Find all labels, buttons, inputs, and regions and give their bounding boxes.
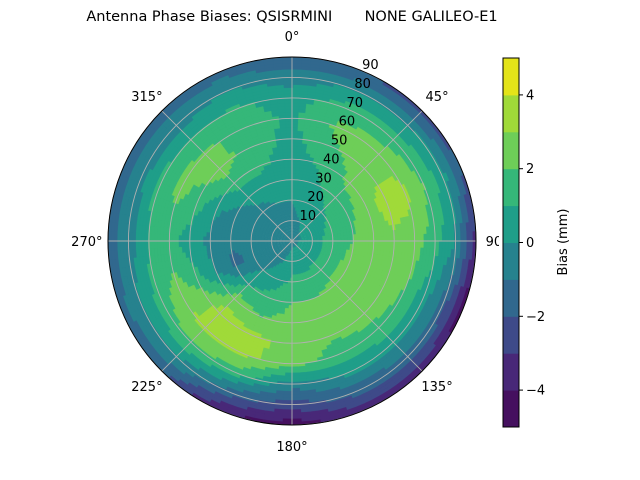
chart-title: Antenna Phase Biases: QSISRMINI NONE GAL… — [86, 9, 498, 25]
contour-fill — [107, 56, 477, 426]
